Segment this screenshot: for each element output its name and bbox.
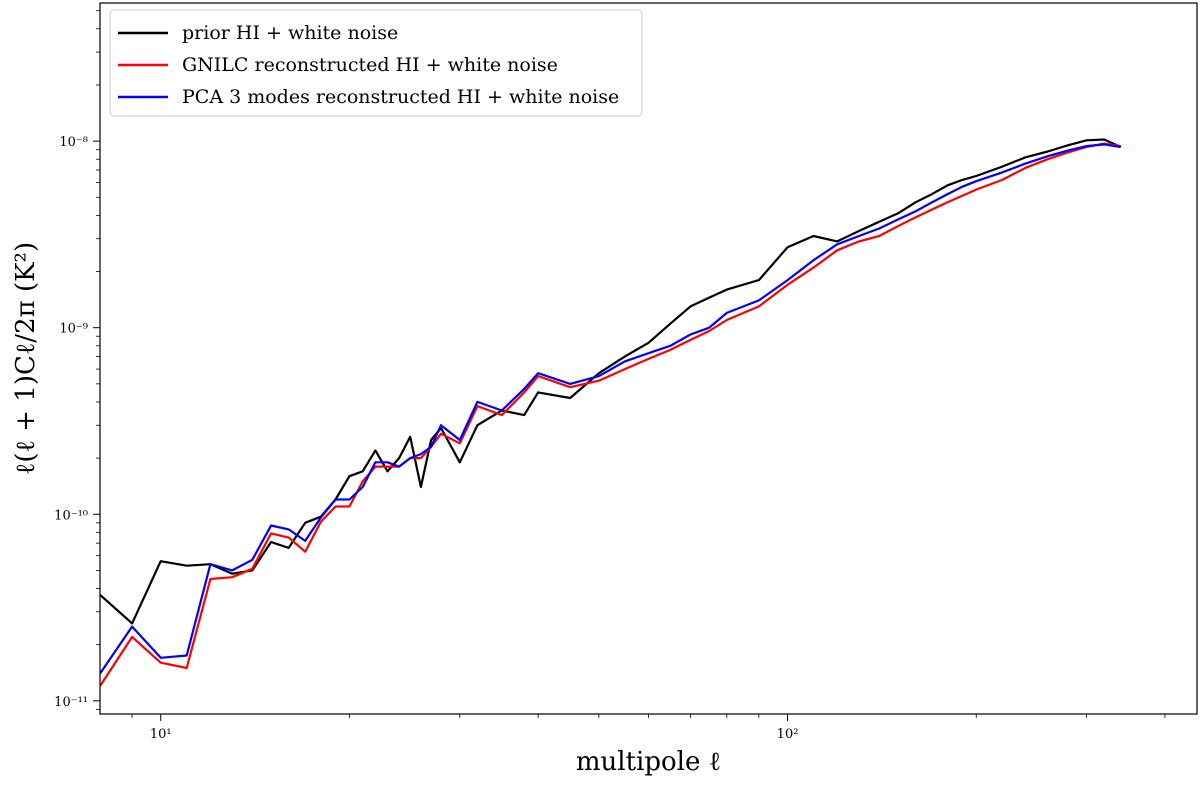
legend-box xyxy=(109,9,643,117)
y-tick-label-2: 10⁻⁹ xyxy=(59,322,88,337)
legend-label-0: prior HI + white noise xyxy=(182,22,398,44)
x-tick-label-0: 10¹ xyxy=(150,727,172,742)
series-line-0 xyxy=(100,138,1122,625)
y-tick-label-3: 10⁻⁸ xyxy=(59,135,88,150)
y-tick-label-0: 10⁻¹¹ xyxy=(54,695,88,710)
series-layer xyxy=(100,138,1122,687)
series-line-2 xyxy=(100,143,1121,675)
x-tick-label-1: 10² xyxy=(777,727,799,742)
ticks-layer: 10¹ 10² 10⁻¹¹ 10⁻¹⁰ 10⁻⁹ 10⁻⁸ xyxy=(54,10,1166,742)
y-axis-label: ℓ(ℓ + 1)Cℓ/2π (K²) xyxy=(11,242,41,475)
legend-label-2: PCA 3 modes reconstructed HI + white noi… xyxy=(182,86,619,108)
legend: prior HI + white noise GNILC reconstructe… xyxy=(109,9,643,117)
y-tick-label-1: 10⁻¹⁰ xyxy=(54,508,88,523)
series-line-1 xyxy=(100,142,1121,687)
x-axis-label: multipole ℓ xyxy=(576,747,721,777)
legend-label-1: GNILC reconstructed HI + white noise xyxy=(182,54,558,76)
